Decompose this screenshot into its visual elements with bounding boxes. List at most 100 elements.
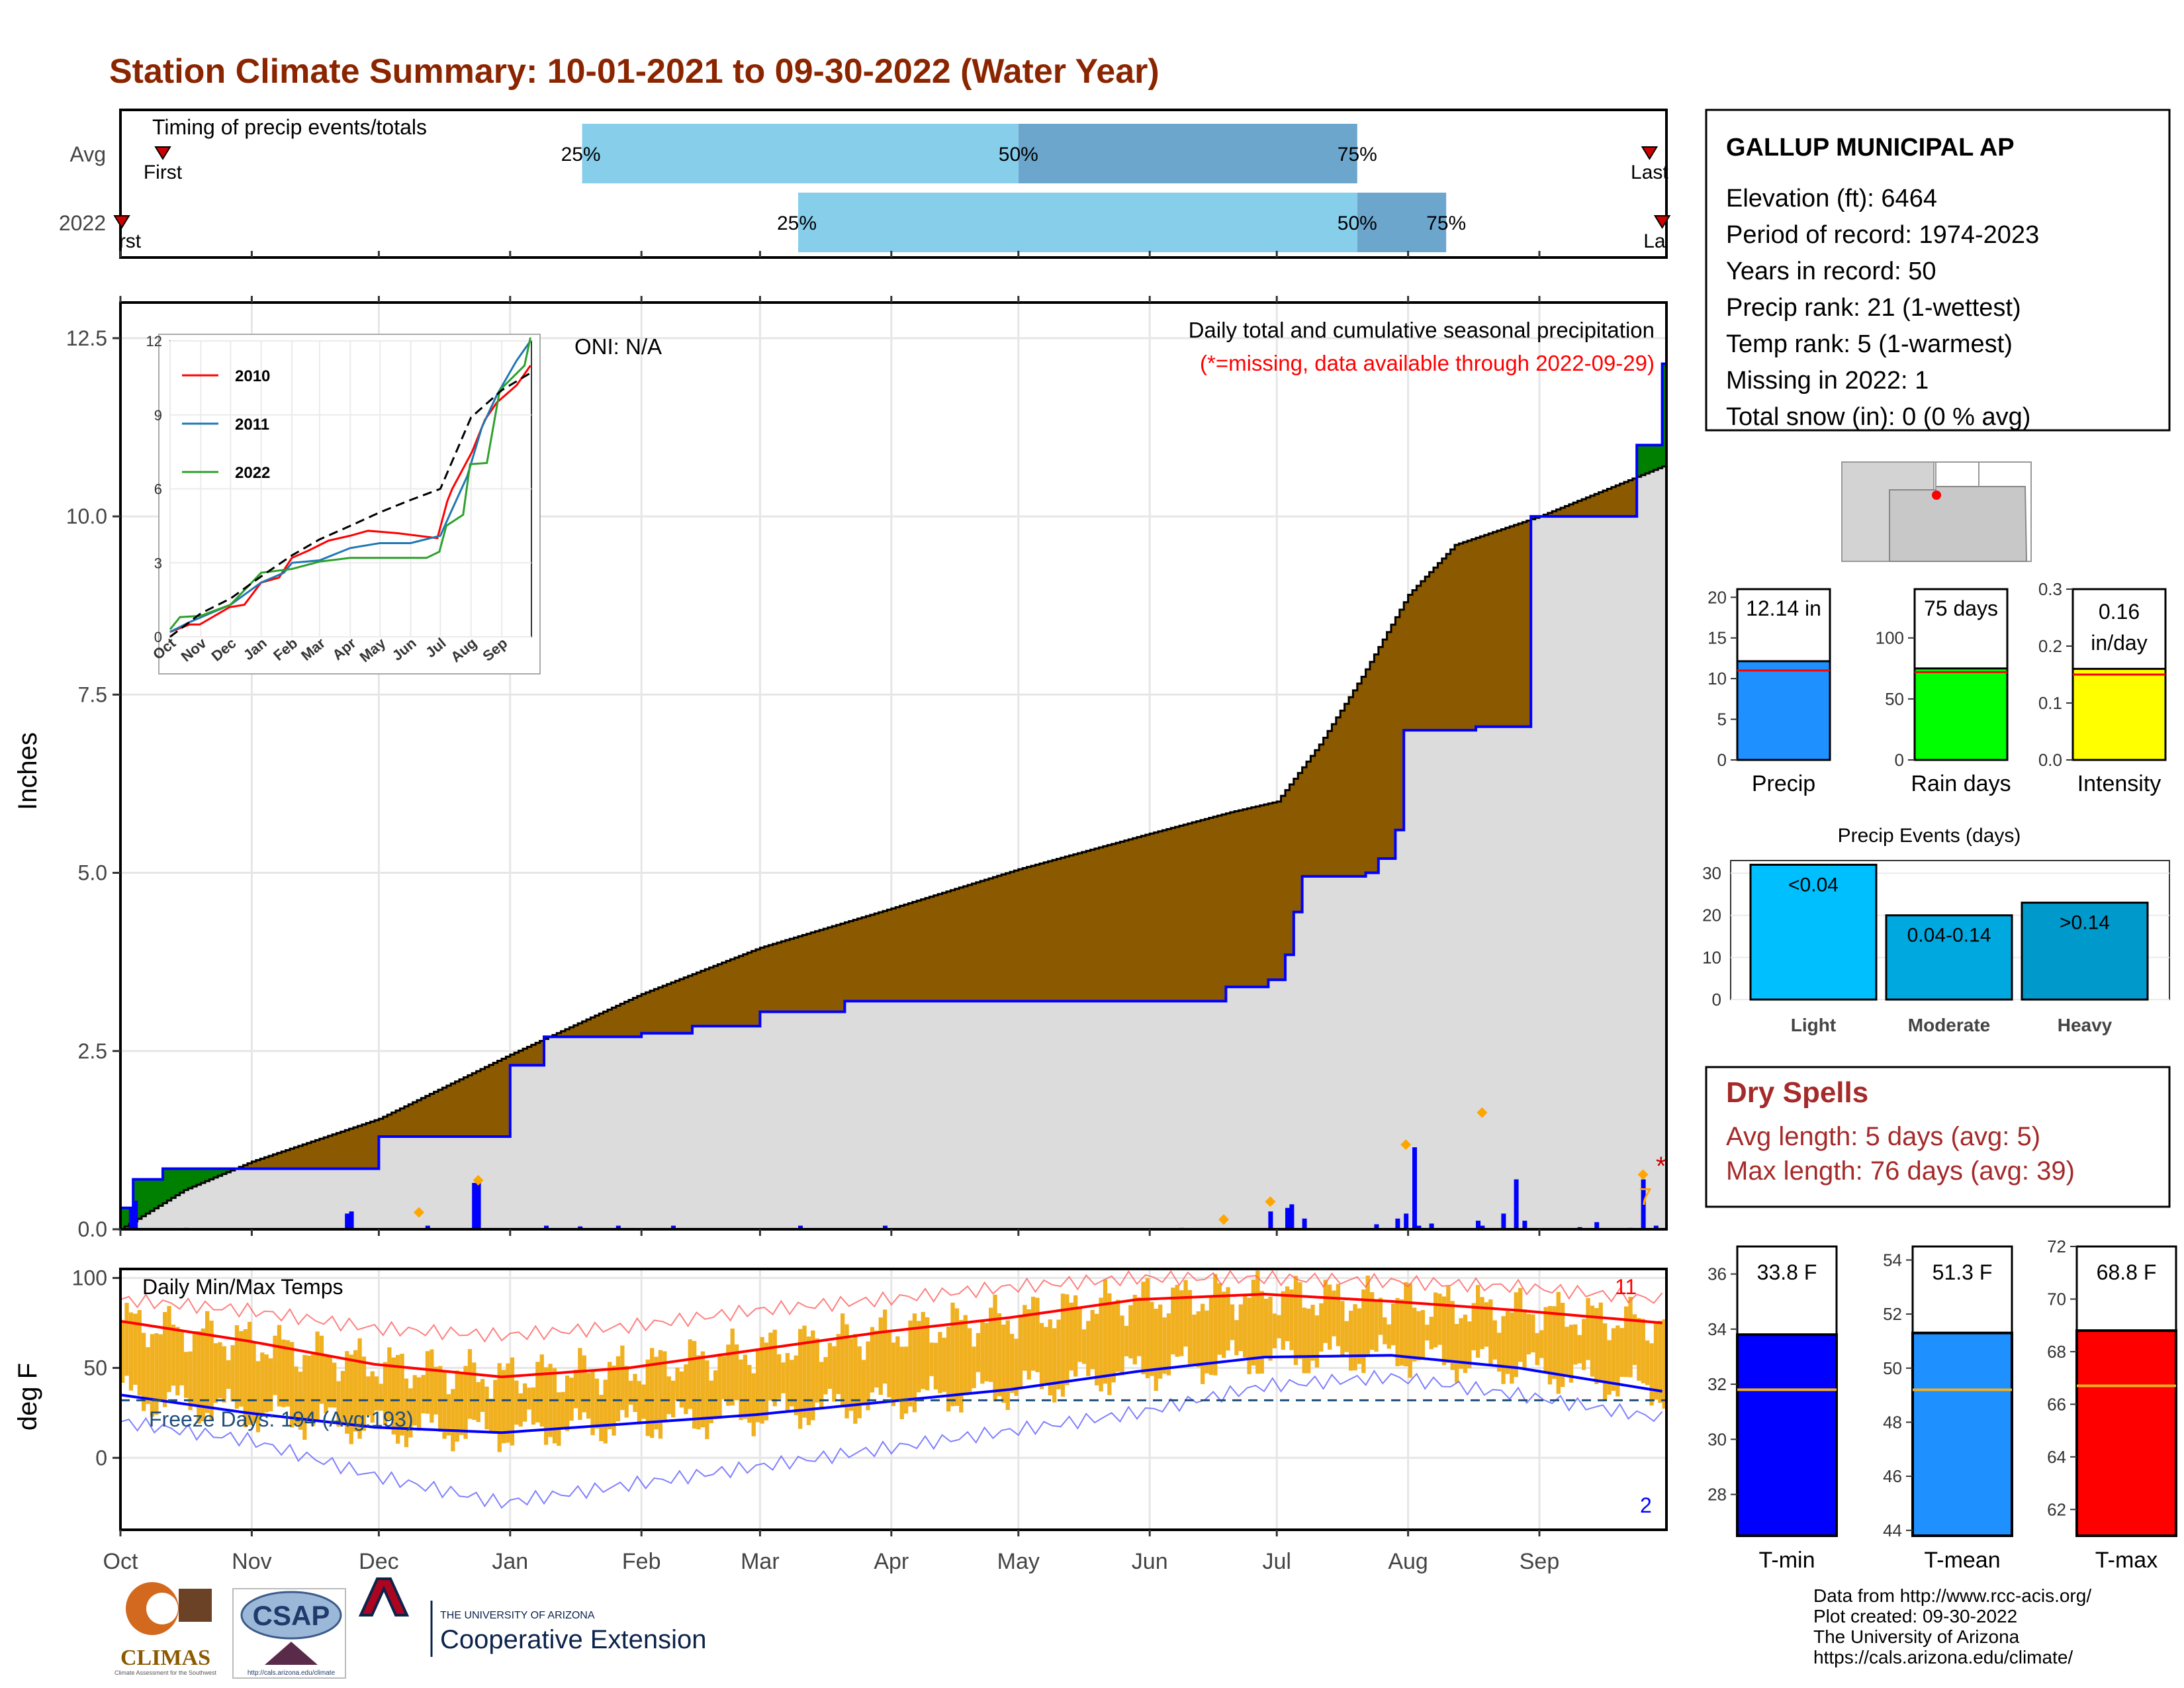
drier-than-average-area [666, 984, 672, 1033]
drier-than-average-area [717, 964, 723, 1027]
station-info-line: Period of record: 1974-2023 [1726, 221, 2039, 249]
drier-than-average-area [324, 1137, 329, 1169]
drier-than-average-area [629, 1000, 633, 1037]
drier-than-average-area [997, 876, 1002, 1002]
daily-temp-range-bar [213, 1343, 218, 1403]
extreme-count: 7 [1639, 1183, 1652, 1210]
drier-than-average-area [1128, 839, 1134, 1002]
daily-precip-bar [1302, 1218, 1307, 1229]
daily-temp-range-bar [1645, 1340, 1650, 1385]
daily-temp-range-bar [929, 1342, 934, 1376]
summary-bar [1913, 667, 2009, 761]
drier-than-average-area [887, 910, 892, 1002]
drier-than-average-area [425, 1096, 430, 1137]
temp-summary-value: 33.8 F [1757, 1260, 1817, 1284]
drier-than-average-area [433, 1092, 439, 1137]
daily-temp-range-bar [353, 1350, 358, 1432]
temp-summary-label: T-max [2095, 1548, 2158, 1573]
csap-logo-url: http://cals.arizona.edu/climate [248, 1669, 336, 1677]
daily-temp-range-bar [1243, 1295, 1248, 1358]
daily-temp-range-bar [1565, 1327, 1569, 1377]
daily-temp-range-bar [1425, 1325, 1430, 1340]
drier-than-average-area [1234, 811, 1240, 987]
daily-precip-bar [1404, 1213, 1409, 1229]
daily-temp-range-bar [959, 1319, 964, 1413]
drier-than-average-area [942, 892, 947, 1002]
daily-precip-bar [133, 1200, 138, 1229]
drier-than-average-area [328, 1135, 333, 1169]
summary-bar-tick-label: 100 [1876, 628, 1904, 648]
drier-than-average-area [1556, 509, 1561, 517]
wetter-than-average-area [184, 1168, 189, 1190]
temp-summary-tick-label: 52 [1883, 1304, 1902, 1324]
drier-than-average-area [421, 1098, 426, 1137]
daily-temp-range-bar [361, 1356, 367, 1431]
daily-temp-range-bar [1150, 1301, 1154, 1376]
drier-than-average-area [1624, 482, 1629, 517]
drier-than-average-area [1023, 868, 1028, 1002]
daily-temp-range-bar [1547, 1305, 1553, 1385]
drier-than-average-area [696, 972, 702, 1027]
drier-than-average-area [751, 951, 756, 1027]
drier-than-average-area [306, 1143, 312, 1169]
summary-bar-tick-label: 5 [1717, 710, 1727, 729]
daily-temp-range-bar [1624, 1306, 1629, 1378]
daily-precip-bar [798, 1225, 803, 1229]
drier-than-average-area [637, 996, 642, 1037]
drier-than-average-area [1628, 480, 1633, 517]
drier-than-average-area [1632, 478, 1637, 517]
timing-row-label: Avg [69, 142, 106, 166]
daily-temp-range-bar [408, 1388, 413, 1438]
drier-than-average-area [1187, 823, 1193, 1002]
daily-temp-range-bar [1298, 1282, 1302, 1359]
drier-than-average-area [726, 961, 731, 1027]
drier-than-average-area [1208, 818, 1214, 1002]
daily-temp-range-bar [167, 1305, 171, 1392]
daily-temp-range-bar [488, 1398, 494, 1433]
events-bar-value-label: <0.04 [1788, 874, 1839, 896]
daily-temp-range-bar [946, 1327, 951, 1412]
daily-temp-range-bar [1166, 1313, 1171, 1376]
timing-panel: Timing of precip events/totals Avg 25% 50%… [59, 109, 1707, 259]
daily-temp-range-bar [730, 1328, 735, 1406]
daily-temp-range-bar [772, 1329, 777, 1407]
month-label: Nov [232, 1549, 271, 1574]
daily-temp-range-bar [467, 1349, 473, 1419]
daily-temp-range-bar [735, 1344, 739, 1401]
wetter-than-average-area [209, 1168, 214, 1180]
drier-than-average-area [832, 926, 837, 1012]
drier-than-average-area [557, 1033, 562, 1037]
daily-temp-range-bar [679, 1371, 684, 1408]
daily-temp-range-bar [1107, 1293, 1112, 1395]
drier-than-average-area [721, 962, 727, 1027]
daily-temp-range-bar [1628, 1296, 1633, 1378]
precip-y-tick-label: 10.0 [66, 504, 107, 528]
extreme-precip-marker [1218, 1214, 1229, 1225]
station-info-line: Precip rank: 21 (1-wettest) [1726, 294, 2021, 322]
daily-temp-range-bar [586, 1372, 591, 1419]
drier-than-average-area [790, 939, 795, 1012]
daily-temp-range-bar [430, 1349, 434, 1423]
daily-temp-range-bar [146, 1347, 150, 1404]
daily-temp-range-bar [1518, 1288, 1523, 1362]
drier-than-average-area [1526, 520, 1531, 727]
drier-than-average-area [760, 947, 765, 1012]
daily-temp-range-bar [188, 1351, 193, 1411]
wetter-than-average-area [205, 1168, 210, 1182]
dry-spells-max: Max length: 76 days (avg: 39) [1726, 1156, 2075, 1186]
daily-temp-range-bar [294, 1366, 298, 1425]
daily-temp-range-bar [142, 1333, 146, 1411]
wetter-than-average-area [1662, 363, 1667, 467]
daily-temp-range-bar [1023, 1305, 1027, 1371]
daily-temp-range-bar [328, 1356, 332, 1408]
drier-than-average-area [1446, 553, 1451, 731]
drier-than-average-area [1353, 690, 1358, 876]
daily-temp-range-bar [446, 1394, 451, 1436]
daily-temp-range-bar [1099, 1297, 1103, 1392]
daily-temp-range-bar [332, 1362, 337, 1408]
drier-than-average-area [438, 1090, 443, 1137]
drier-than-average-area [357, 1125, 363, 1169]
drier-than-average-area [523, 1049, 527, 1066]
temp-summary-tick-label: 68 [2047, 1342, 2066, 1362]
temp-y-tick-label: 0 [95, 1446, 107, 1470]
